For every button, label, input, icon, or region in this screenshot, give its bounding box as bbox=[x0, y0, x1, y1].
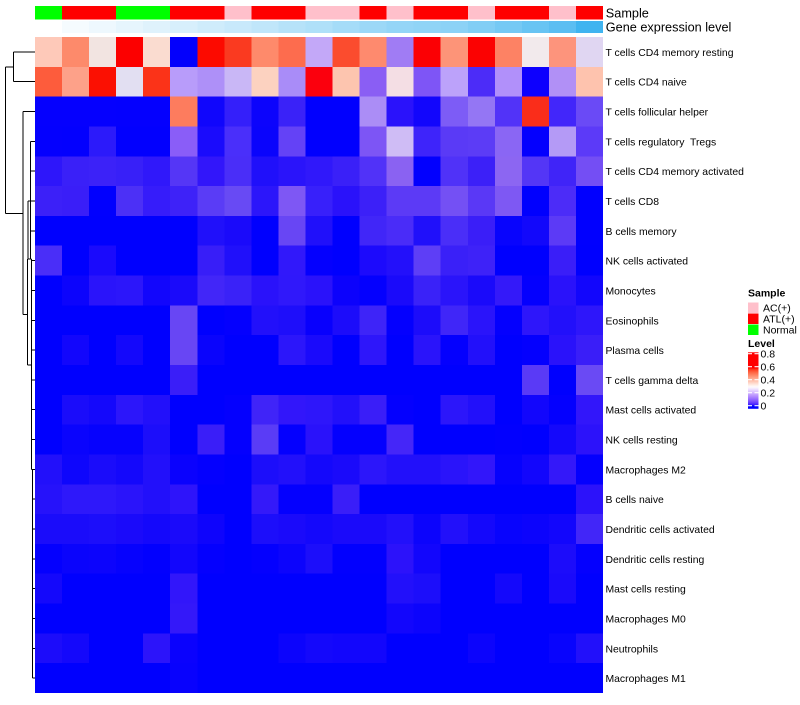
svg-text:B cells naive: B cells naive bbox=[606, 495, 665, 506]
svg-text:Macrophages M1: Macrophages M1 bbox=[606, 674, 687, 685]
svg-text:T cells regulatory Tregs: T cells regulatory Tregs bbox=[606, 137, 717, 148]
svg-text:Monocytes: Monocytes bbox=[606, 287, 656, 298]
svg-text:0.6: 0.6 bbox=[761, 361, 776, 373]
svg-text:Plasma cells: Plasma cells bbox=[606, 346, 664, 357]
svg-text:NK cells resting: NK cells resting bbox=[606, 436, 678, 447]
svg-text:T cells CD4 memory activated: T cells CD4 memory activated bbox=[606, 167, 745, 178]
svg-text:B cells memory: B cells memory bbox=[606, 227, 678, 238]
svg-text:T cells CD8: T cells CD8 bbox=[606, 197, 660, 208]
svg-text:Level: Level bbox=[748, 338, 775, 350]
svg-text:Macrophages M2: Macrophages M2 bbox=[606, 465, 687, 476]
svg-text:0.8: 0.8 bbox=[761, 348, 776, 360]
svg-text:0: 0 bbox=[761, 400, 767, 412]
svg-text:Sample: Sample bbox=[748, 288, 786, 300]
svg-text:Macrophages M0: Macrophages M0 bbox=[606, 615, 687, 626]
svg-text:Dendritic cells activated: Dendritic cells activated bbox=[606, 525, 715, 536]
svg-text:NK cells activated: NK cells activated bbox=[606, 257, 689, 268]
svg-text:Mast cells activated: Mast cells activated bbox=[606, 406, 697, 417]
svg-text:Mast cells resting: Mast cells resting bbox=[606, 585, 686, 596]
svg-text:T cells follicular helper: T cells follicular helper bbox=[606, 108, 709, 119]
svg-text:0.2: 0.2 bbox=[761, 387, 776, 399]
svg-text:Normal: Normal bbox=[763, 324, 797, 336]
svg-text:T cells CD4 naive: T cells CD4 naive bbox=[606, 78, 687, 89]
svg-text:Eosinophils: Eosinophils bbox=[606, 316, 659, 327]
svg-text:Dendritic cells resting: Dendritic cells resting bbox=[606, 555, 705, 566]
svg-text:Neutrophils: Neutrophils bbox=[606, 644, 659, 655]
svg-text:AC(+): AC(+) bbox=[763, 303, 791, 315]
svg-text:Sample: Sample bbox=[606, 6, 649, 20]
svg-text:T cells gamma delta: T cells gamma delta bbox=[606, 376, 699, 387]
svg-text:Gene expression level: Gene expression level bbox=[606, 20, 732, 34]
svg-text:0.4: 0.4 bbox=[761, 374, 776, 386]
svg-text:T cells CD4 memory resting: T cells CD4 memory resting bbox=[606, 48, 734, 59]
svg-text:ATL(+): ATL(+) bbox=[763, 313, 795, 325]
